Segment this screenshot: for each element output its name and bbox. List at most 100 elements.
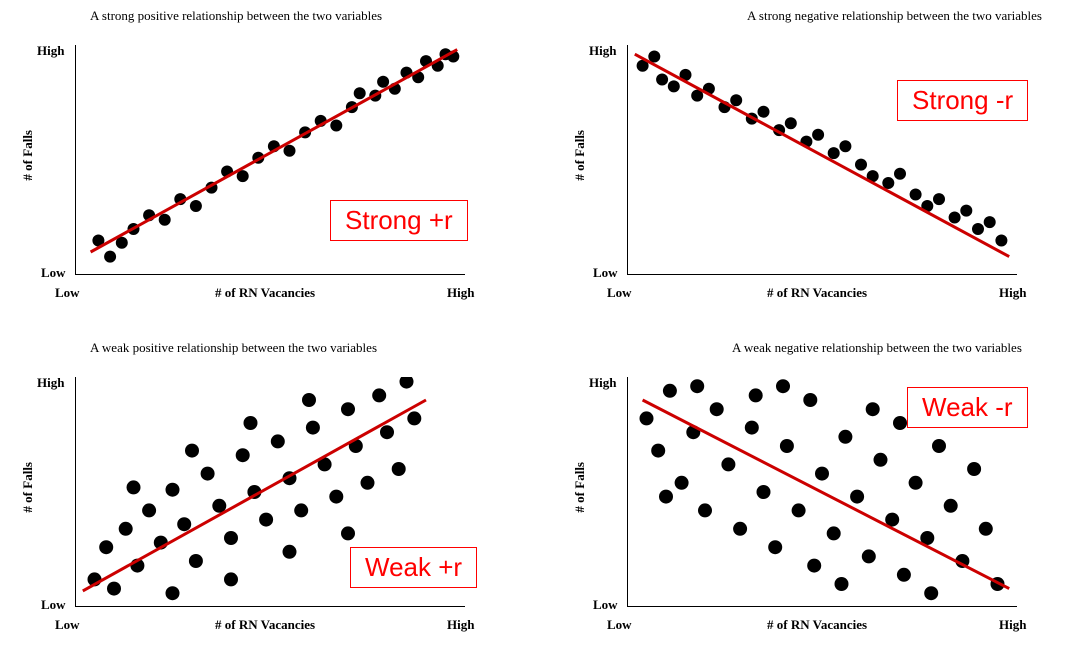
x-axis-low-label: Low — [607, 617, 632, 633]
data-point — [803, 393, 817, 407]
y-axis-high-label: High — [37, 43, 64, 59]
data-point — [663, 384, 677, 398]
data-point — [142, 503, 156, 517]
data-point — [984, 216, 996, 228]
data-point — [893, 416, 907, 430]
data-point — [749, 388, 763, 402]
data-point — [792, 503, 806, 517]
data-point — [177, 517, 191, 531]
x-axis-high-label: High — [999, 617, 1026, 633]
panel-weak-negative: A weak negative relationship between the… — [542, 332, 1084, 664]
data-point — [392, 462, 406, 476]
data-point — [862, 549, 876, 563]
data-point — [995, 235, 1007, 247]
data-point — [745, 421, 759, 435]
y-axis-high-label: High — [37, 375, 64, 391]
data-point — [733, 522, 747, 536]
data-point — [400, 377, 414, 389]
data-point — [874, 453, 888, 467]
y-axis-high-label: High — [589, 43, 616, 59]
data-point — [924, 586, 938, 600]
x-axis-high-label: High — [447, 617, 474, 633]
y-axis-title: # of Falls — [572, 462, 588, 513]
data-point — [698, 503, 712, 517]
data-point — [329, 490, 343, 504]
x-axis-title: # of RN Vacancies — [767, 617, 867, 633]
data-point — [244, 416, 258, 430]
correlation-annotation: Strong +r — [330, 200, 468, 241]
data-point — [828, 147, 840, 159]
y-axis-title: # of Falls — [20, 462, 36, 513]
data-point — [807, 559, 821, 573]
data-point — [651, 444, 665, 458]
correlation-annotation: Weak +r — [350, 547, 477, 588]
data-point — [835, 577, 849, 591]
x-axis-low-label: Low — [55, 285, 80, 301]
data-point — [972, 223, 984, 235]
data-point — [838, 430, 852, 444]
data-point — [201, 467, 215, 481]
x-axis-low-label: Low — [607, 285, 632, 301]
data-point — [758, 106, 770, 118]
data-point — [302, 393, 316, 407]
data-point — [127, 480, 141, 494]
data-point — [668, 80, 680, 92]
data-point — [776, 379, 790, 393]
data-point — [944, 499, 958, 513]
panel-title: A weak positive relationship between the… — [90, 340, 377, 356]
y-axis-low-label: Low — [41, 265, 66, 281]
data-point — [910, 189, 922, 201]
data-point — [730, 94, 742, 106]
panel-title: A strong negative relationship between t… — [747, 8, 1042, 24]
data-point — [190, 200, 202, 212]
data-point — [99, 540, 113, 554]
data-point — [330, 120, 342, 132]
data-point — [882, 177, 894, 189]
data-point — [656, 74, 668, 86]
correlation-annotation: Weak -r — [907, 387, 1028, 428]
data-point — [785, 117, 797, 129]
data-point — [909, 476, 923, 490]
y-axis-title: # of Falls — [20, 130, 36, 181]
correlation-annotation: Strong -r — [897, 80, 1028, 121]
data-point — [960, 205, 972, 217]
data-point — [933, 193, 945, 205]
y-axis-high-label: High — [589, 375, 616, 391]
data-point — [341, 402, 355, 416]
data-point — [377, 76, 389, 88]
data-point — [839, 140, 851, 152]
data-point — [407, 411, 421, 425]
y-axis-low-label: Low — [593, 597, 618, 613]
data-point — [354, 87, 366, 99]
data-point — [855, 159, 867, 171]
data-point — [648, 51, 660, 63]
data-point — [967, 462, 981, 476]
data-point — [757, 485, 771, 499]
panel-title: A strong positive relationship between t… — [90, 8, 382, 24]
x-axis-title: # of RN Vacancies — [215, 617, 315, 633]
data-point — [932, 439, 946, 453]
data-point — [640, 411, 654, 425]
regression-line — [643, 400, 1010, 589]
x-axis-title: # of RN Vacancies — [215, 285, 315, 301]
y-axis-low-label: Low — [41, 597, 66, 613]
data-point — [283, 545, 297, 559]
data-point — [721, 457, 735, 471]
data-point — [189, 554, 203, 568]
data-point — [690, 379, 704, 393]
x-axis-high-label: High — [447, 285, 474, 301]
x-axis-high-label: High — [999, 285, 1026, 301]
data-point — [827, 526, 841, 540]
data-point — [372, 388, 386, 402]
data-point — [361, 476, 375, 490]
data-point — [294, 503, 308, 517]
panel-title: A weak negative relationship between the… — [732, 340, 1022, 356]
data-point — [104, 251, 116, 263]
data-point — [341, 526, 355, 540]
data-point — [284, 145, 296, 157]
y-axis-title: # of Falls — [572, 130, 588, 181]
x-axis-low-label: Low — [55, 617, 80, 633]
data-point — [710, 402, 724, 416]
data-point — [897, 568, 911, 582]
data-point — [259, 513, 273, 527]
